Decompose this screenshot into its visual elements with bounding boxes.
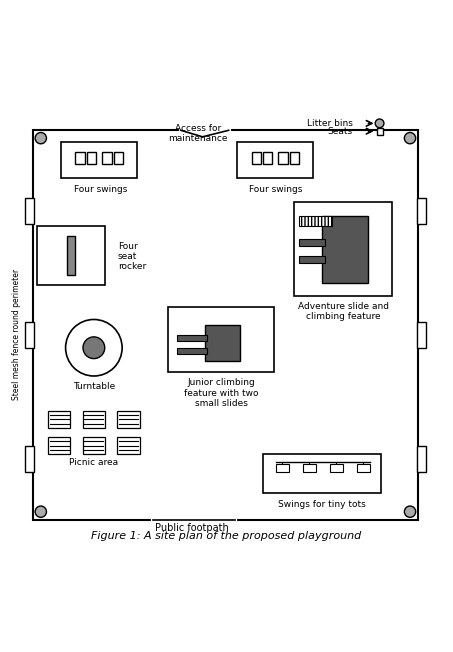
Bar xyxy=(25,321,34,348)
Bar xyxy=(357,464,370,471)
Text: Seats: Seats xyxy=(328,126,352,136)
Bar xyxy=(37,226,105,285)
Bar xyxy=(279,152,288,164)
Bar xyxy=(299,239,325,246)
Bar xyxy=(322,216,368,284)
Bar xyxy=(25,198,34,224)
Bar xyxy=(377,128,383,135)
Bar xyxy=(102,152,112,164)
Text: Figure 1: A site plan of the proposed playground: Figure 1: A site plan of the proposed pl… xyxy=(92,531,361,541)
Bar xyxy=(82,411,105,428)
Bar xyxy=(264,454,381,494)
Bar xyxy=(299,216,332,226)
Bar xyxy=(178,348,207,354)
Bar xyxy=(75,152,85,164)
Circle shape xyxy=(405,506,416,517)
Bar xyxy=(263,152,272,164)
Text: Swings for tiny tots: Swings for tiny tots xyxy=(278,500,366,509)
Bar xyxy=(205,325,241,361)
Text: Adventure slide and
climbing feature: Adventure slide and climbing feature xyxy=(298,302,389,321)
Bar xyxy=(330,464,343,471)
Text: Access for
maintenance: Access for maintenance xyxy=(169,124,228,143)
Text: Steel mesh fence round perimeter: Steel mesh fence round perimeter xyxy=(12,269,21,400)
Bar xyxy=(237,143,313,178)
Text: Litter bins: Litter bins xyxy=(307,119,352,128)
Bar xyxy=(303,464,316,471)
Circle shape xyxy=(35,506,47,517)
Bar xyxy=(82,437,105,454)
Bar xyxy=(117,411,140,428)
Bar xyxy=(178,335,207,341)
Bar xyxy=(417,445,426,471)
Text: Turntable: Turntable xyxy=(73,381,115,391)
Bar xyxy=(275,464,289,471)
Text: Public footpath: Public footpath xyxy=(155,523,229,533)
Circle shape xyxy=(375,119,384,128)
Bar xyxy=(25,445,34,471)
Text: Four
seat
rocker: Four seat rocker xyxy=(118,241,146,271)
Circle shape xyxy=(83,337,105,359)
Bar xyxy=(294,202,392,295)
Bar xyxy=(251,152,261,164)
Bar xyxy=(299,256,325,263)
Bar xyxy=(114,152,123,164)
Text: Picnic area: Picnic area xyxy=(69,458,118,467)
Text: Four swings: Four swings xyxy=(74,185,127,194)
Bar xyxy=(168,307,275,372)
Circle shape xyxy=(405,132,416,144)
Bar xyxy=(61,143,137,178)
Bar xyxy=(67,235,75,275)
Bar xyxy=(87,152,96,164)
Circle shape xyxy=(35,132,47,144)
Bar xyxy=(290,152,299,164)
Bar xyxy=(33,130,418,520)
Bar xyxy=(48,437,70,454)
Bar xyxy=(117,437,140,454)
Circle shape xyxy=(66,319,122,376)
Bar xyxy=(417,198,426,224)
Text: Four swings: Four swings xyxy=(249,185,302,194)
Bar xyxy=(48,411,70,428)
Bar xyxy=(417,321,426,348)
Text: Junior climbing
feature with two
small slides: Junior climbing feature with two small s… xyxy=(184,378,259,408)
